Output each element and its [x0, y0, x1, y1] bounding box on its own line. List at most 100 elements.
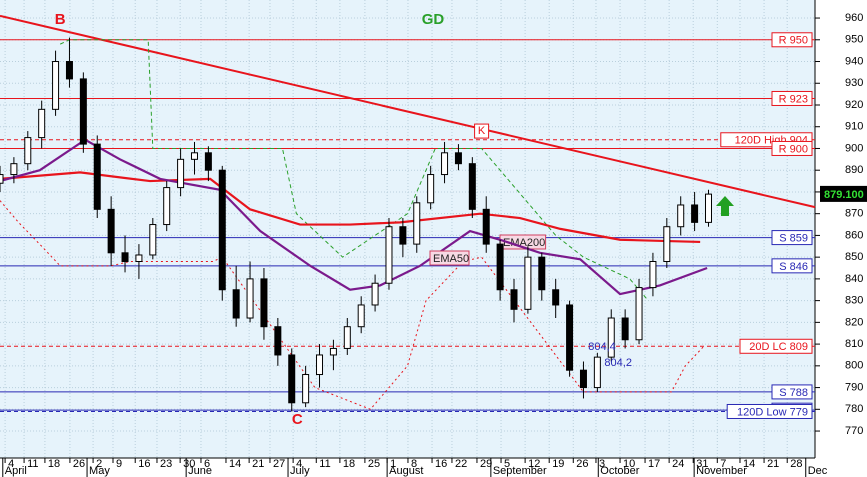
month-label: August: [389, 465, 423, 477]
x-tick-label: 4: [296, 458, 302, 470]
x-tick-label: 27: [273, 458, 285, 470]
y-tick-label: 790: [845, 381, 863, 393]
last-price-label: 879.100: [824, 189, 864, 201]
x-tick-label: 11: [319, 458, 330, 470]
x-tick-label: 3: [599, 458, 605, 470]
level-label-box: [739, 338, 813, 354]
candle-body: [218, 169, 226, 291]
ema-line: [0, 138, 708, 296]
y-tick-label: 770: [845, 425, 863, 437]
month-label: July: [290, 465, 310, 477]
annotation: GD: [422, 11, 445, 28]
legend-label: EMA200: [503, 237, 545, 249]
level-label-box: [771, 384, 813, 400]
candle-body: [413, 202, 421, 245]
x-tick-label: 18: [343, 458, 355, 470]
x-tick-label: 25: [368, 458, 380, 470]
y-tick-label: 930: [845, 77, 863, 89]
candle-body: [79, 78, 87, 145]
x-tick-label: 9: [116, 458, 122, 470]
candle-body: [649, 260, 657, 289]
x-tick-label: 6: [204, 458, 210, 470]
candle-body: [65, 61, 73, 80]
x-tick-label: 23: [160, 458, 172, 470]
x-tick-label: 4: [8, 458, 14, 470]
annotation: 804,2: [604, 357, 632, 369]
month-label: May: [89, 465, 110, 477]
channel-low: [0, 200, 705, 410]
x-tick-label: 18: [48, 458, 60, 470]
y-tick-label: 960: [845, 12, 863, 24]
y-tick-label: 800: [845, 360, 863, 372]
y-tick-label: 820: [845, 316, 863, 328]
month-label: November: [696, 465, 747, 477]
candle-body: [107, 208, 115, 254]
candle-body: [468, 163, 476, 210]
candle-body: [288, 354, 296, 404]
month-label: Dec: [808, 465, 828, 477]
level-label-box: [771, 140, 813, 156]
y-tick-label: 830: [845, 295, 863, 307]
up-arrow: [716, 196, 734, 216]
level-label: S 788: [779, 387, 808, 399]
x-tick-label: 8: [411, 458, 417, 470]
candle-body: [0, 174, 4, 184]
candle-body: [246, 278, 254, 319]
x-tick-label: 10: [623, 458, 635, 470]
level-label: R 923: [779, 93, 808, 105]
candle-body: [274, 326, 282, 356]
candle-body: [607, 317, 615, 358]
level-label-box: [771, 32, 813, 48]
y-tick-label: 850: [845, 251, 863, 263]
level-label-box: [771, 90, 813, 106]
candle-body: [621, 317, 629, 341]
candle-body: [232, 289, 240, 319]
level-label: 120D Low 779: [737, 406, 808, 418]
x-tick-label: 17: [648, 458, 660, 470]
x-tick-label: 26: [73, 458, 85, 470]
candle-body: [38, 108, 46, 139]
x-tick-label: 5: [504, 458, 510, 470]
month-label: September: [493, 465, 547, 477]
y-tick-label: 810: [845, 338, 863, 350]
channel-high: [59, 39, 649, 301]
candle-body: [343, 326, 351, 349]
candle-body: [385, 226, 393, 284]
candle-body: [135, 254, 143, 262]
level-label-box: [771, 230, 813, 246]
x-tick-label: 24: [672, 458, 684, 470]
candle-body: [454, 152, 462, 165]
annotation: K: [478, 125, 486, 137]
candle-body: [579, 369, 587, 389]
x-tick-label: 21: [252, 458, 264, 470]
level-label: 20D LC 809: [749, 341, 808, 353]
y-tick-label: 780: [845, 403, 863, 415]
x-tick-label: 19: [552, 458, 564, 470]
last-price-box: [820, 185, 867, 202]
trendline: [0, 14, 816, 209]
candle-body: [482, 208, 490, 245]
x-tick-label: 14: [743, 458, 755, 470]
x-tick-label: 16: [138, 458, 150, 470]
x-tick-label: 14: [229, 458, 241, 470]
candle-body: [93, 143, 101, 210]
month-label: April: [5, 465, 27, 477]
y-tick-label: 870: [845, 208, 863, 220]
level-label: R 950: [779, 35, 808, 47]
x-tick-label: 21: [767, 458, 779, 470]
candle-body: [496, 243, 504, 291]
candle-body: [149, 224, 157, 256]
candle-body: [552, 289, 560, 306]
candle-body: [691, 204, 699, 223]
annotation: C: [292, 411, 303, 428]
candle-body: [677, 204, 685, 228]
candle-body: [316, 354, 324, 376]
month-label: October: [600, 465, 639, 477]
x-tick-label: 7: [720, 458, 726, 470]
x-tick-label: 29: [480, 458, 492, 470]
x-tick-label: 1: [390, 458, 396, 470]
y-tick-label: 950: [845, 34, 863, 46]
candle-body: [10, 163, 18, 176]
candle-body: [524, 256, 532, 310]
